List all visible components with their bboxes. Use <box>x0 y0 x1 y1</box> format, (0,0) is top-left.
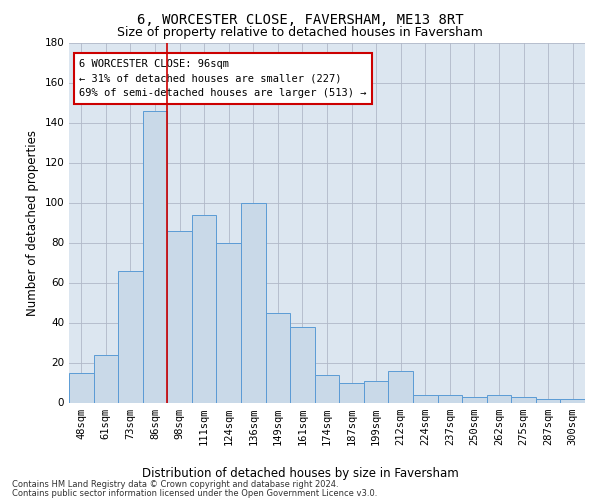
Bar <box>462 396 487 402</box>
Text: Contains public sector information licensed under the Open Government Licence v3: Contains public sector information licen… <box>12 489 377 498</box>
Bar <box>69 372 94 402</box>
Text: 6 WORCESTER CLOSE: 96sqm
← 31% of detached houses are smaller (227)
69% of semi-: 6 WORCESTER CLOSE: 96sqm ← 31% of detach… <box>79 58 367 98</box>
Bar <box>437 394 462 402</box>
Bar <box>217 242 241 402</box>
Bar <box>487 394 511 402</box>
Bar <box>388 370 413 402</box>
Bar <box>511 396 536 402</box>
Text: Contains HM Land Registry data © Crown copyright and database right 2024.: Contains HM Land Registry data © Crown c… <box>12 480 338 489</box>
Bar <box>266 312 290 402</box>
Bar <box>413 394 437 402</box>
Text: 6, WORCESTER CLOSE, FAVERSHAM, ME13 8RT: 6, WORCESTER CLOSE, FAVERSHAM, ME13 8RT <box>137 12 463 26</box>
Bar <box>241 202 266 402</box>
Bar <box>94 354 118 403</box>
Y-axis label: Number of detached properties: Number of detached properties <box>26 130 39 316</box>
Bar <box>290 326 315 402</box>
Bar <box>560 398 585 402</box>
Bar <box>364 380 388 402</box>
Bar <box>167 230 192 402</box>
Text: Distribution of detached houses by size in Faversham: Distribution of detached houses by size … <box>142 468 458 480</box>
Bar <box>536 398 560 402</box>
Bar <box>339 382 364 402</box>
Text: Size of property relative to detached houses in Faversham: Size of property relative to detached ho… <box>117 26 483 39</box>
Bar <box>143 110 167 403</box>
Bar <box>118 270 143 402</box>
Bar <box>192 214 217 402</box>
Bar <box>315 374 339 402</box>
